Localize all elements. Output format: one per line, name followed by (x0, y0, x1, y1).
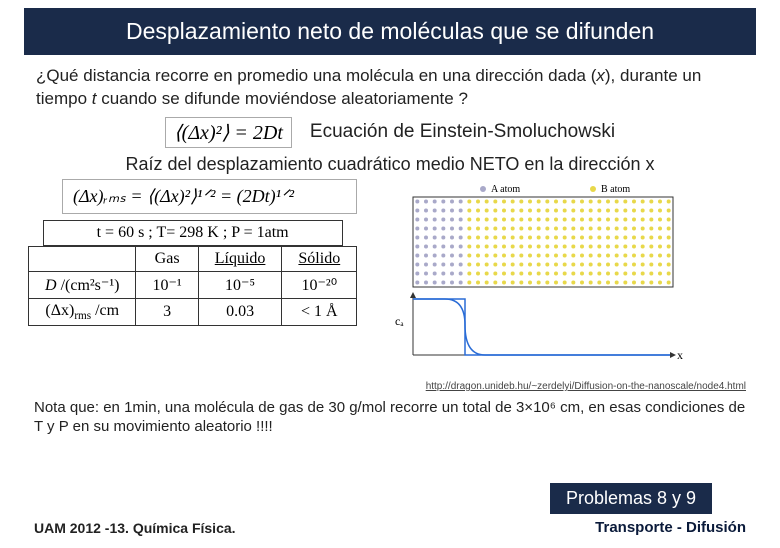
cell: 10⁻²⁰ (282, 271, 357, 298)
footer-right: Transporte - Difusión (595, 519, 746, 536)
th-solid: Sólido (282, 246, 357, 271)
conditions: t = 60 s ; T= 298 K ; P = 1atm (43, 220, 343, 246)
data-table: Gas Líquido Sólido D /(cm²s⁻¹) 10⁻¹ 10⁻⁵… (28, 246, 357, 326)
rms-equation: (Δx)ᵣₘₛ = ⟨(Δx)²⟩¹ᐟ² = (2Dt)¹ᐟ² (62, 179, 357, 214)
table-row: D /(cm²s⁻¹) 10⁻¹ 10⁻⁵ 10⁻²⁰ (29, 271, 357, 298)
th-gas: Gas (136, 246, 198, 271)
question-text: ¿Qué distancia recorre en promedio una m… (0, 65, 780, 111)
table-header-row: Gas Líquido Sólido (29, 246, 357, 271)
diagram-svg: A atom B atom cₐ x (371, 179, 691, 379)
row-label-dx: (Δx)rms /cm (29, 298, 136, 325)
slide-title: Desplazamiento neto de moléculas que se … (24, 8, 756, 55)
svg-text:x: x (677, 348, 683, 362)
svg-text:cₐ: cₐ (395, 314, 404, 328)
question-p3: cuando se difunde moviéndose aleatoriame… (96, 89, 467, 108)
footer-left: UAM 2012 -13. Química Física. (34, 520, 236, 536)
svg-text:B atom: B atom (601, 184, 630, 195)
cell: 10⁻¹ (136, 271, 198, 298)
source-link[interactable]: http://dragon.unideb.hu/~zerdelyi/Diffus… (0, 381, 780, 392)
equation-label: Ecuación de Einstein-Smoluchowski (310, 121, 615, 143)
diffusion-diagram: A atom B atom cₐ x (371, 179, 752, 379)
einstein-equation: ⟨(Δx)²⟩ = 2Dt (165, 117, 292, 148)
note-text: Nota que: en 1min, una molécula de gas d… (0, 392, 780, 437)
svg-text:A atom: A atom (491, 184, 520, 195)
content-row: (Δx)ᵣₘₛ = ⟨(Δx)²⟩¹ᐟ² = (2Dt)¹ᐟ² t = 60 s… (0, 179, 780, 379)
question-p1: ¿Qué distancia recorre en promedio una m… (36, 66, 596, 85)
cell: 0.03 (198, 298, 282, 325)
left-column: (Δx)ᵣₘₛ = ⟨(Δx)²⟩¹ᐟ² = (2Dt)¹ᐟ² t = 60 s… (28, 179, 357, 326)
equation-row: ⟨(Δx)²⟩ = 2Dt Ecuación de Einstein-Smolu… (0, 117, 780, 148)
table-row: (Δx)rms /cm 3 0.03 < 1 Å (29, 298, 357, 325)
question-var-x: x (596, 66, 605, 85)
problem-box: Problemas 8 y 9 (550, 483, 712, 514)
row-label-D: D /(cm²s⁻¹) (29, 271, 136, 298)
th-liquid: Líquido (198, 246, 282, 271)
cell: 3 (136, 298, 198, 325)
th-blank (29, 246, 136, 271)
cell: 10⁻⁵ (198, 271, 282, 298)
cell: < 1 Å (282, 298, 357, 325)
rms-heading: Raíz del desplazamiento cuadrático medio… (0, 154, 780, 175)
